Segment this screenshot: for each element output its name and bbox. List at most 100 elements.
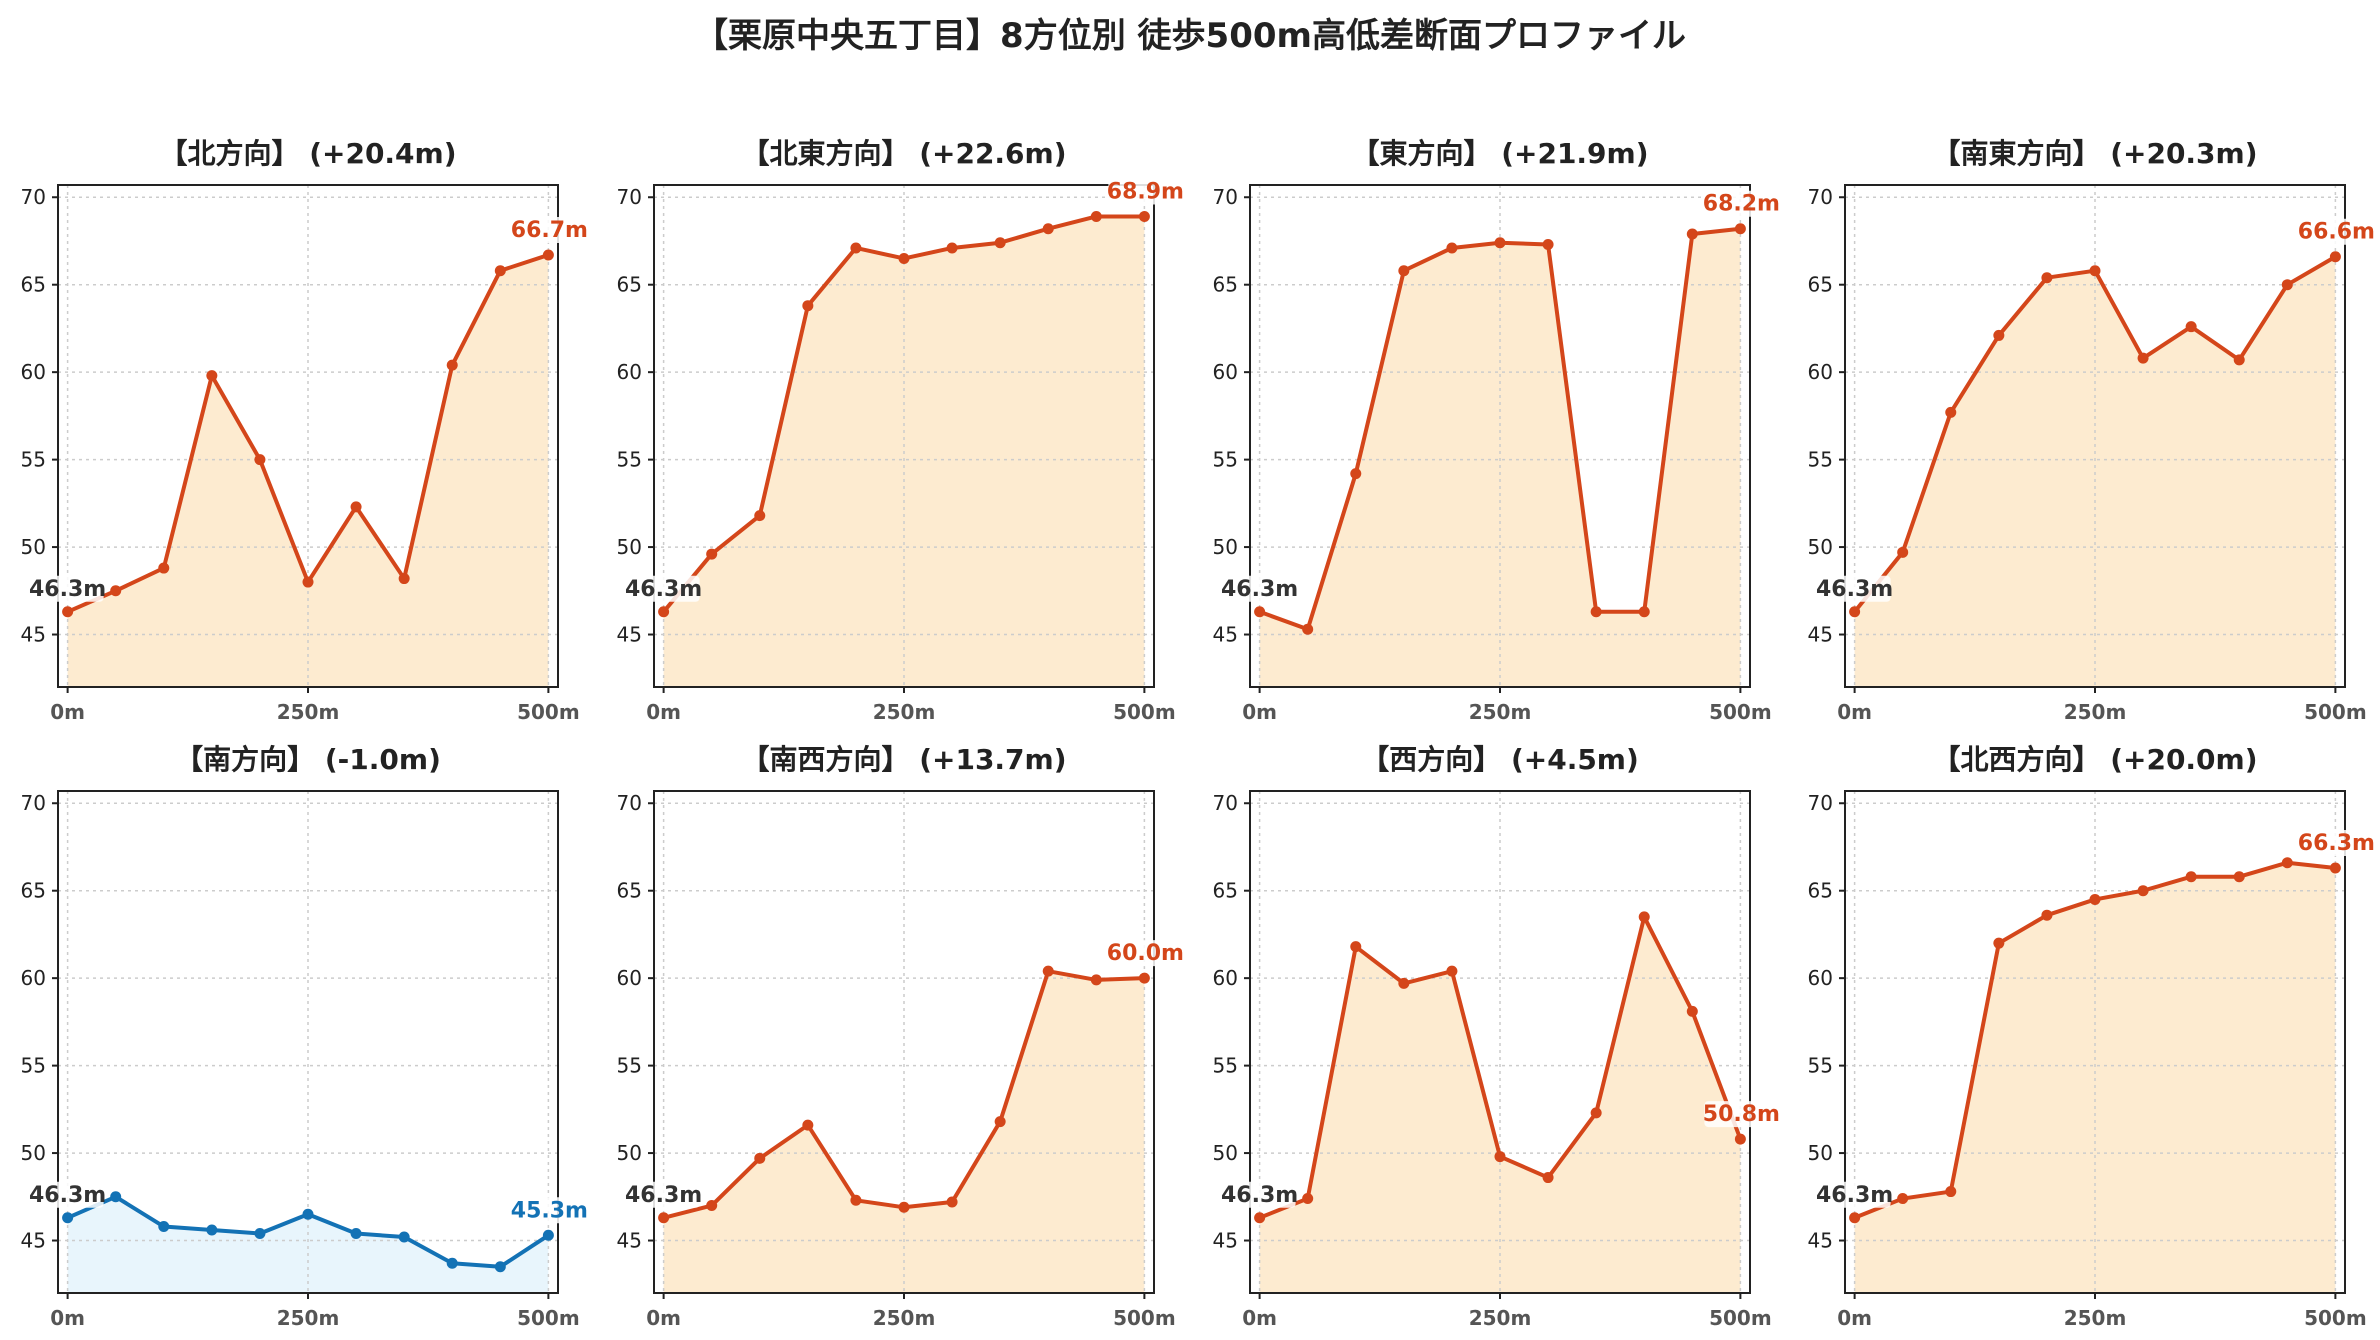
panel-0-point-3 — [206, 370, 218, 382]
panel-0-point-2 — [158, 562, 170, 574]
panel-2-point-1 — [1302, 623, 1314, 635]
panel-6-point-6 — [1542, 1172, 1554, 1184]
panel-5-ytick-label-50: 50 — [617, 1141, 642, 1165]
panel-6-end-label-bg — [1704, 1101, 1779, 1128]
panel-6-start-label: 46.3m — [1221, 1183, 1298, 1208]
panel-0-point-4 — [254, 454, 266, 466]
panel-1-ytick-label-45: 45 — [617, 623, 642, 647]
panel-7-ytick-label-65: 65 — [1808, 879, 1833, 903]
panel-5-point-1 — [706, 1200, 718, 1212]
panel-3-point-6 — [2137, 352, 2149, 364]
panel-0-point-8 — [446, 359, 458, 371]
panel-0-point-10 — [542, 249, 554, 261]
panel-6-point-2 — [1350, 941, 1362, 953]
panel-2-start-label: 46.3m — [1221, 577, 1298, 602]
panel-5-point-6 — [946, 1196, 958, 1208]
panel-2-end-label-bg — [1704, 190, 1779, 217]
panel-6-area-fill — [1259, 916, 1741, 1293]
panel-7-ytick-label-55: 55 — [1808, 1054, 1833, 1078]
panel-6-point-5 — [1494, 1151, 1506, 1163]
panel-6-point-10 — [1734, 1133, 1746, 1145]
panel-3-xtick-label-2: 500m — [2304, 700, 2367, 724]
panel-1-ytick-label-55: 55 — [617, 448, 642, 472]
panel-3-point-3 — [1993, 329, 2005, 341]
panel-5-ytick-label-45: 45 — [617, 1229, 642, 1253]
panel-7-point-0 — [1849, 1212, 1861, 1224]
panel-3-xtick-label-0: 0m — [1837, 700, 1872, 724]
panel-7-point-8 — [2233, 871, 2245, 883]
panel-5-xtick-label-0: 0m — [646, 1306, 681, 1330]
panel-1-start-label: 46.3m — [625, 577, 702, 602]
panel-6-point-1 — [1302, 1193, 1314, 1205]
panel-0-xtick-label-2: 500m — [517, 700, 580, 724]
panel-3-point-5 — [2089, 265, 2101, 277]
panel-6-xtick-label-2: 500m — [1709, 1306, 1772, 1330]
panel-2-ytick-label-55: 55 — [1213, 448, 1238, 472]
panel-7-title: 【北西方向】 (+20.0m) — [1932, 743, 2257, 776]
panel-0-xtick-label-0: 0m — [50, 700, 85, 724]
panel-5-point-5 — [898, 1201, 910, 1213]
panel-7-end-label-bg — [2299, 829, 2374, 856]
panel-4-point-0 — [62, 1212, 74, 1224]
panel-6-point-8 — [1638, 911, 1650, 923]
panel-1-title: 【北東方向】 (+22.6m) — [741, 137, 1066, 170]
panel-5-xtick-label-2: 500m — [1113, 1306, 1176, 1330]
panel-4-xtick-label-1: 250m — [277, 1306, 340, 1330]
panel-5-title: 【南西方向】 (+13.7m) — [741, 743, 1066, 776]
panel-1-point-10 — [1138, 210, 1150, 222]
panel-0-point-1 — [110, 585, 122, 597]
panel-2-xtick-label-1: 250m — [1469, 700, 1532, 724]
panel-5-point-8 — [1042, 965, 1054, 977]
panel-4-start-label: 46.3m — [29, 1183, 106, 1208]
panel-6-point-7 — [1590, 1107, 1602, 1119]
panel-0-xtick-label-1: 250m — [277, 700, 340, 724]
panel-3-end-label-bg — [2299, 218, 2374, 245]
panel-2-point-8 — [1638, 606, 1650, 618]
panel-4-point-4 — [254, 1228, 266, 1240]
panel-5-point-9 — [1090, 974, 1102, 986]
panel-0-area-fill — [67, 254, 549, 688]
panel-2-end-label: 68.2m — [1703, 192, 1780, 217]
panel-4-end-label: 45.3m — [511, 1198, 588, 1223]
panel-0-start-label: 46.3m — [29, 577, 106, 602]
panel-7-area-fill — [1854, 862, 2336, 1293]
panel-4-ytick-label-45: 45 — [21, 1229, 46, 1253]
panel-2-title: 【東方向】 (+21.9m) — [1351, 137, 1648, 170]
panel-3-start-label-bg — [1818, 575, 1891, 602]
panel-2-point-6 — [1542, 238, 1554, 250]
panel-3-ytick-label-70: 70 — [1808, 185, 1833, 209]
panel-3-start-label: 46.3m — [1816, 577, 1893, 602]
panel-0-ytick-label-65: 65 — [21, 273, 46, 297]
panel-6-ytick-label-70: 70 — [1213, 791, 1238, 815]
panel-1-start-label-bg — [627, 575, 700, 602]
panel-3-area-fill — [1854, 256, 2336, 687]
panel-4-point-10 — [542, 1229, 554, 1241]
panel-2-ytick-label-70: 70 — [1213, 185, 1238, 209]
panel-3-ytick-label-65: 65 — [1808, 273, 1833, 297]
panel-1-point-7 — [994, 237, 1006, 249]
panel-4-point-7 — [398, 1231, 410, 1243]
panel-1-point-8 — [1042, 223, 1054, 235]
panel-6-ytick-label-45: 45 — [1213, 1229, 1238, 1253]
panel-2-point-9 — [1686, 228, 1698, 240]
panel-5-ytick-label-65: 65 — [617, 879, 642, 903]
panel-5-ytick-label-60: 60 — [617, 966, 642, 990]
panel-2-ytick-label-45: 45 — [1213, 623, 1238, 647]
panel-2-ytick-label-50: 50 — [1213, 535, 1238, 559]
panel-1-point-2 — [754, 510, 766, 522]
panel-3-ytick-label-45: 45 — [1808, 623, 1833, 647]
panel-3-ytick-label-50: 50 — [1808, 535, 1833, 559]
panel-4-ytick-label-50: 50 — [21, 1141, 46, 1165]
panel-0-ytick-label-50: 50 — [21, 535, 46, 559]
panel-4-area-fill — [67, 1196, 549, 1293]
panel-2-ytick-label-65: 65 — [1213, 273, 1238, 297]
panel-1-xtick-label-1: 250m — [873, 700, 936, 724]
panel-1-end-label: 68.9m — [1107, 179, 1184, 204]
panel-7-xtick-label-0: 0m — [1837, 1306, 1872, 1330]
panel-0-ytick-label-70: 70 — [21, 185, 46, 209]
panel-6-ytick-label-50: 50 — [1213, 1141, 1238, 1165]
panel-4-point-5 — [302, 1208, 314, 1220]
panel-4-ytick-label-70: 70 — [21, 791, 46, 815]
panel-6-point-3 — [1398, 977, 1410, 989]
panel-6-end-label: 50.8m — [1703, 1102, 1780, 1127]
